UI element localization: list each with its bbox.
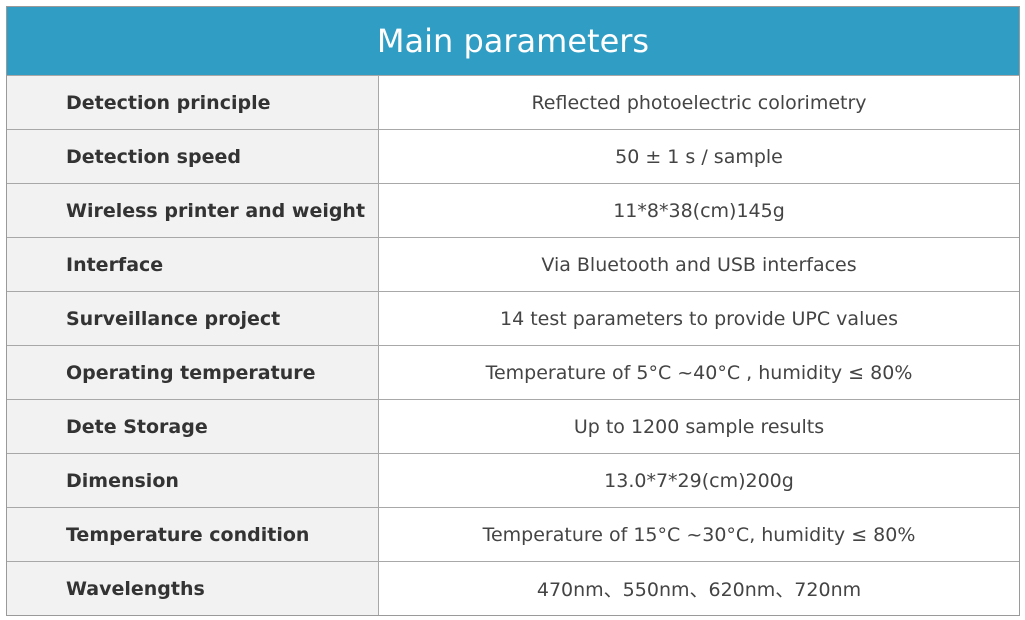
param-name: Wireless printer and weight — [7, 183, 379, 238]
table-row: Detection principle Reflected photoelectr… — [7, 75, 1019, 130]
param-name: Dete Storage — [7, 399, 379, 454]
param-value: Temperature of 15°C ~30°C, humidity ≤ 80… — [378, 507, 1019, 562]
param-value: Temperature of 5°C ~40°C , humidity ≤ 80… — [378, 345, 1019, 400]
param-value: Via Bluetooth and USB interfaces — [378, 237, 1019, 292]
table-row: Dete Storage Up to 1200 sample results — [7, 399, 1019, 454]
param-name: Wavelengths — [7, 561, 379, 615]
param-name: Dimension — [7, 453, 379, 508]
table-title: Main parameters — [7, 7, 1019, 75]
table-row: Interface Via Bluetooth and USB interface… — [7, 237, 1019, 292]
table-row: Operating temperature Temperature of 5°C … — [7, 345, 1019, 400]
param-name: Interface — [7, 237, 379, 292]
param-value: 14 test parameters to provide UPC values — [378, 291, 1019, 346]
param-name: Operating temperature — [7, 345, 379, 400]
param-name: Detection principle — [7, 75, 379, 130]
param-name: Surveillance project — [7, 291, 379, 346]
table-row: Dimension 13.0*7*29(cm)200g — [7, 453, 1019, 508]
table-row: Temperature condition Temperature of 15°C… — [7, 507, 1019, 562]
param-name: Detection speed — [7, 129, 379, 184]
param-value: 470nm、550nm、620nm、720nm — [378, 561, 1019, 615]
table-row: Surveillance project 14 test parameters t… — [7, 291, 1019, 346]
parameter-table: Main parameters Detection principle Refle… — [6, 6, 1020, 616]
table-row: Wireless printer and weight 11*8*38(cm)14… — [7, 183, 1019, 238]
param-value: 11*8*38(cm)145g — [378, 183, 1019, 238]
param-value: Reflected photoelectric colorimetry — [378, 75, 1019, 130]
table-body: Detection principle Reflected photoelectr… — [7, 75, 1019, 615]
param-value: 13.0*7*29(cm)200g — [378, 453, 1019, 508]
table-row: Detection speed 50 ± 1 s / sample — [7, 129, 1019, 184]
param-value: Up to 1200 sample results — [378, 399, 1019, 454]
param-name: Temperature condition — [7, 507, 379, 562]
param-value: 50 ± 1 s / sample — [378, 129, 1019, 184]
table-row: Wavelengths 470nm、550nm、620nm、720nm — [7, 561, 1019, 615]
